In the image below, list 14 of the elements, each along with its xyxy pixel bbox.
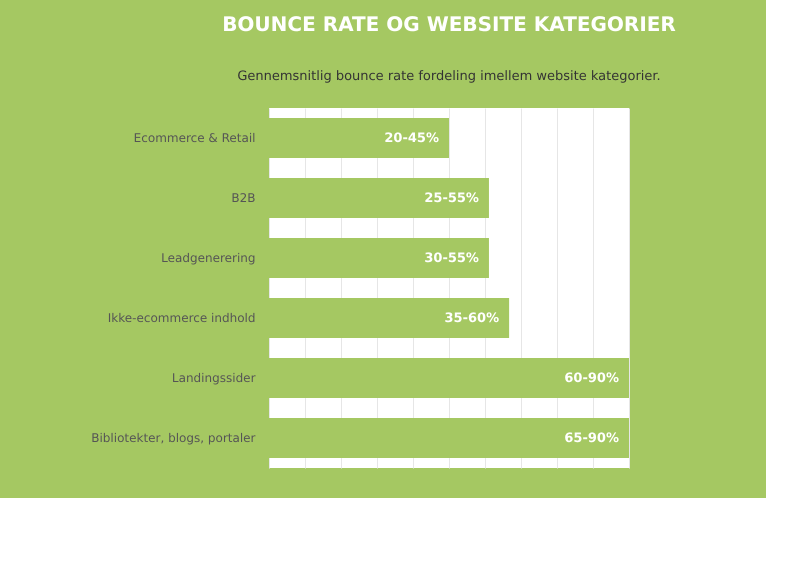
y-tick-label: Ecommerce & Retail xyxy=(134,131,256,145)
annotation: 35-60% xyxy=(444,311,500,326)
annotation: 30-55% xyxy=(424,251,479,266)
annotation: 65-90% xyxy=(564,431,619,446)
chart-title: BOUNCE RATE OG WEBSITE KATEGORIER xyxy=(222,12,676,36)
chart-subtitle: Gennemsnitlig bounce rate fordeling imellem website kategorier. xyxy=(237,69,661,84)
y-tick-label: Leadgenerering xyxy=(161,251,256,265)
annotation: 60-90% xyxy=(564,371,619,386)
y-tick-label: B2B xyxy=(231,191,256,205)
y-tick-label: Ikke-ecommerce indhold xyxy=(108,311,256,325)
annotation: 25-55% xyxy=(424,191,479,206)
annotation: 20-45% xyxy=(384,131,439,146)
y-tick-label: Bibliotekter, blogs, portaler xyxy=(91,431,256,445)
y-tick-label: Landingssider xyxy=(172,371,256,385)
